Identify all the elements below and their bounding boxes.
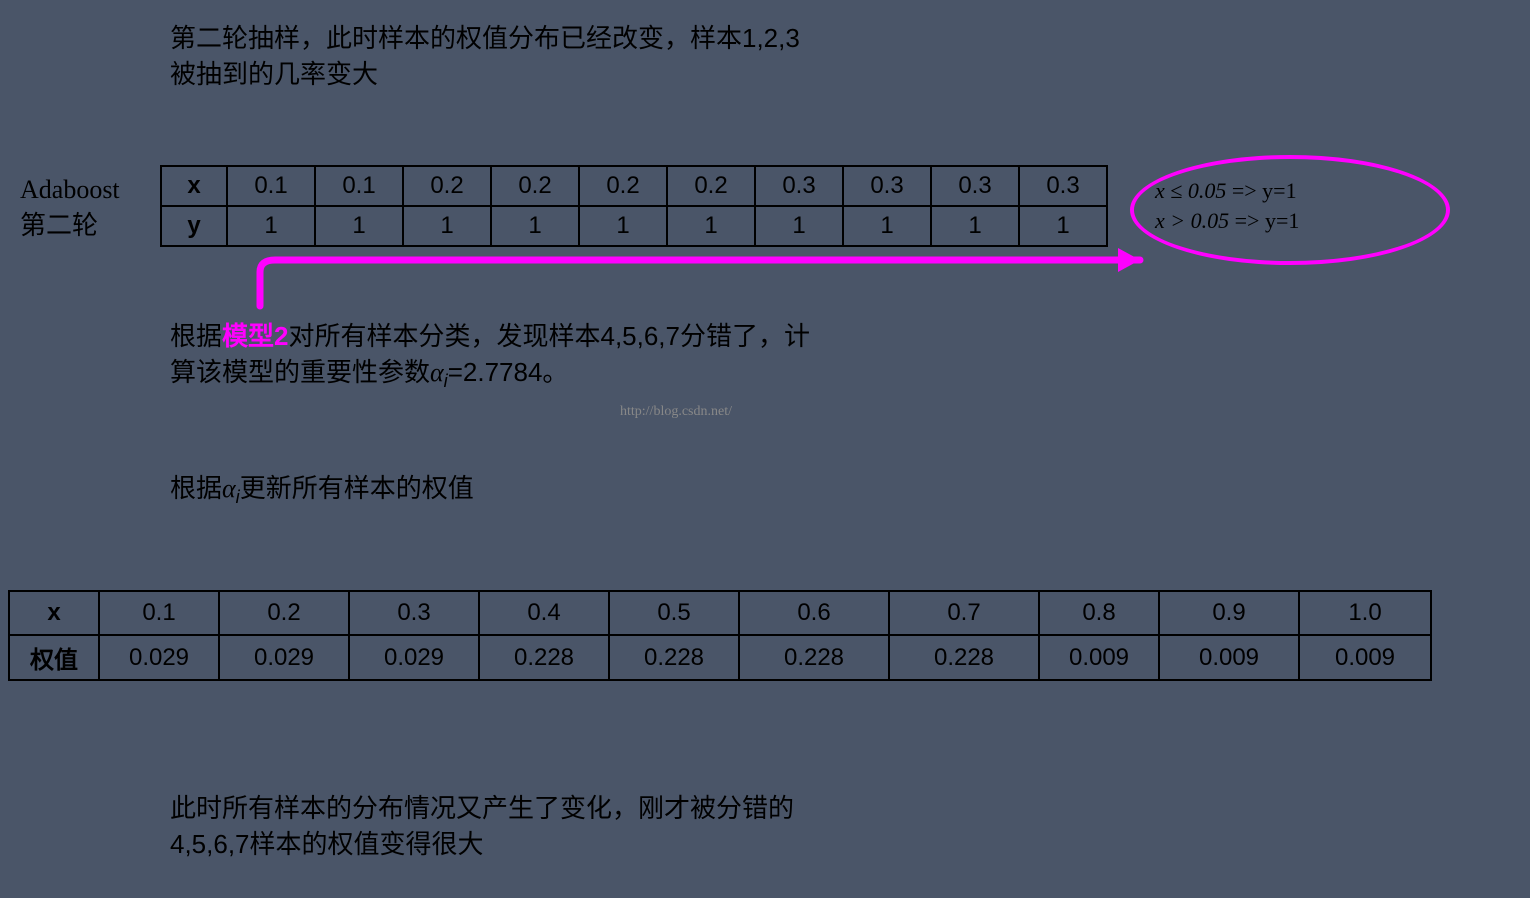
update-text: 根据αi更新所有样本的权值: [170, 470, 474, 511]
outro-l2: 4,5,6,7样本的权值变得很大: [170, 829, 484, 859]
update-pre: 根据: [170, 473, 222, 503]
arrow-train-to-rule: [0, 0, 1530, 898]
alpha-symbol-2: α: [222, 474, 236, 503]
table-row-label: 权值: [9, 635, 99, 680]
table-cell: 0.228: [609, 635, 739, 680]
mid-highlight: 模型2: [222, 321, 288, 351]
table-cell: 0.029: [349, 635, 479, 680]
table-row-label: x: [9, 591, 99, 635]
table-cell: 0.228: [739, 635, 889, 680]
mid-post: 对所有样本分类，发现样本4,5,6,7分错了，计: [288, 321, 810, 351]
alpha-symbol: α: [430, 358, 444, 387]
table-cell: 0.029: [99, 635, 219, 680]
mid-pre: 根据: [170, 321, 222, 351]
table-cell: 0.7: [889, 591, 1039, 635]
mid-l2-b: =2.7784。: [448, 357, 569, 387]
mid-l2-a: 算该模型的重要性参数: [170, 357, 430, 387]
table-cell: 0.2: [219, 591, 349, 635]
table-cell: 1.0: [1299, 591, 1431, 635]
update-post: 更新所有样本的权值: [240, 473, 474, 503]
table-cell: 0.5: [609, 591, 739, 635]
table-cell: 0.9: [1159, 591, 1299, 635]
table-cell: 0.228: [889, 635, 1039, 680]
table-cell: 0.6: [739, 591, 889, 635]
table-cell: 0.009: [1299, 635, 1431, 680]
table-weights: x0.10.20.30.40.50.60.70.80.91.0权值0.0290.…: [8, 590, 1432, 681]
table-cell: 0.029: [219, 635, 349, 680]
table-cell: 0.009: [1039, 635, 1159, 680]
table-cell: 0.009: [1159, 635, 1299, 680]
table-cell: 0.1: [99, 591, 219, 635]
outro-text: 此时所有样本的分布情况又产生了变化，刚才被分错的 4,5,6,7样本的权值变得很…: [170, 790, 794, 863]
table-cell: 0.8: [1039, 591, 1159, 635]
table-cell: 0.4: [479, 591, 609, 635]
table-cell: 0.228: [479, 635, 609, 680]
outro-l1: 此时所有样本的分布情况又产生了变化，刚才被分错的: [170, 793, 794, 823]
mid-text: 根据模型2对所有样本分类，发现样本4,5,6,7分错了，计 算该模型的重要性参数…: [170, 318, 810, 395]
watermark: http://blog.csdn.net/: [620, 404, 732, 420]
table-cell: 0.3: [349, 591, 479, 635]
